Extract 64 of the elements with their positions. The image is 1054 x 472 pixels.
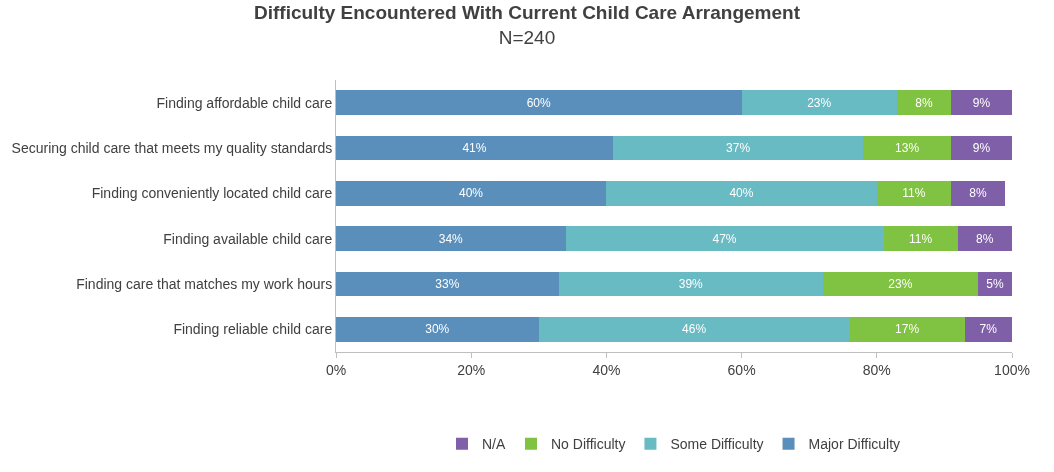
chart-subtitle: N=240 bbox=[498, 26, 556, 48]
x-tick-label: 40% bbox=[592, 361, 621, 378]
bar bbox=[606, 180, 877, 206]
legend-label: Major Difficulty bbox=[808, 436, 901, 453]
data-label: 11% bbox=[909, 231, 933, 246]
x-tick-label: 60% bbox=[727, 361, 756, 378]
bar bbox=[883, 226, 958, 252]
x-tick-label: 80% bbox=[862, 361, 891, 378]
bar bbox=[336, 90, 742, 116]
bar bbox=[876, 180, 952, 206]
y-tick-label: Finding reliable child care bbox=[173, 321, 333, 338]
chart-title: Difficulty Encountered With Current Child Care Arrangement bbox=[254, 1, 801, 23]
data-label: 39% bbox=[678, 277, 704, 291]
bar bbox=[822, 271, 979, 297]
data-label: 8% bbox=[976, 231, 994, 246]
y-tick-label: Finding affordable child care bbox=[156, 94, 333, 111]
x-tick-label: 20% bbox=[457, 361, 486, 378]
data-label: 23% bbox=[807, 95, 832, 110]
data-label: 41% bbox=[462, 141, 487, 155]
legend-label: No Difficulty bbox=[551, 436, 626, 453]
data-label: 8% bbox=[969, 186, 988, 201]
y-tick-label: Securing child care that meets my quality standards bbox=[11, 139, 333, 156]
bar bbox=[336, 226, 566, 252]
bar bbox=[957, 226, 1012, 252]
bar bbox=[336, 180, 607, 206]
bar bbox=[951, 180, 1006, 206]
bar bbox=[565, 226, 884, 252]
data-label: 30% bbox=[425, 322, 450, 337]
data-label: 17% bbox=[895, 322, 920, 337]
data-label: 47% bbox=[712, 231, 737, 246]
data-label: 5% bbox=[986, 277, 1004, 291]
data-label: 13% bbox=[895, 141, 920, 155]
data-label: 33% bbox=[435, 277, 460, 291]
x-tick-label: 100% bbox=[994, 361, 1030, 378]
data-label: 9% bbox=[972, 141, 991, 155]
y-tick-label: Finding conveniently located child care bbox=[91, 185, 333, 202]
bar bbox=[336, 316, 539, 342]
y-tick-label: Finding available child care bbox=[163, 230, 333, 247]
data-label: 40% bbox=[729, 186, 754, 201]
bar bbox=[951, 90, 1012, 116]
bar bbox=[336, 271, 560, 297]
bar bbox=[849, 316, 965, 342]
bar bbox=[559, 271, 823, 297]
data-label: 40% bbox=[459, 186, 484, 201]
y-tick-label: Finding care that matches my work hours bbox=[76, 275, 333, 292]
data-label: 37% bbox=[726, 141, 751, 155]
bar bbox=[741, 90, 898, 116]
data-label: 46% bbox=[682, 322, 707, 337]
bar bbox=[538, 316, 850, 342]
data-label: 34% bbox=[438, 231, 464, 246]
bar bbox=[964, 316, 1012, 342]
data-label: 7% bbox=[979, 322, 998, 337]
x-tick-label: 0% bbox=[325, 361, 347, 378]
data-label: 9% bbox=[972, 95, 991, 110]
bar bbox=[863, 135, 952, 161]
bar bbox=[613, 135, 864, 161]
legend-label: Some Difficulty bbox=[670, 436, 764, 453]
legend-label: N/A bbox=[482, 436, 506, 453]
bar bbox=[897, 90, 952, 116]
data-label: 60% bbox=[526, 95, 551, 110]
data-label: 23% bbox=[888, 277, 913, 291]
data-label: 11% bbox=[902, 186, 926, 201]
data-label: 8% bbox=[915, 95, 933, 110]
bar bbox=[336, 135, 614, 161]
